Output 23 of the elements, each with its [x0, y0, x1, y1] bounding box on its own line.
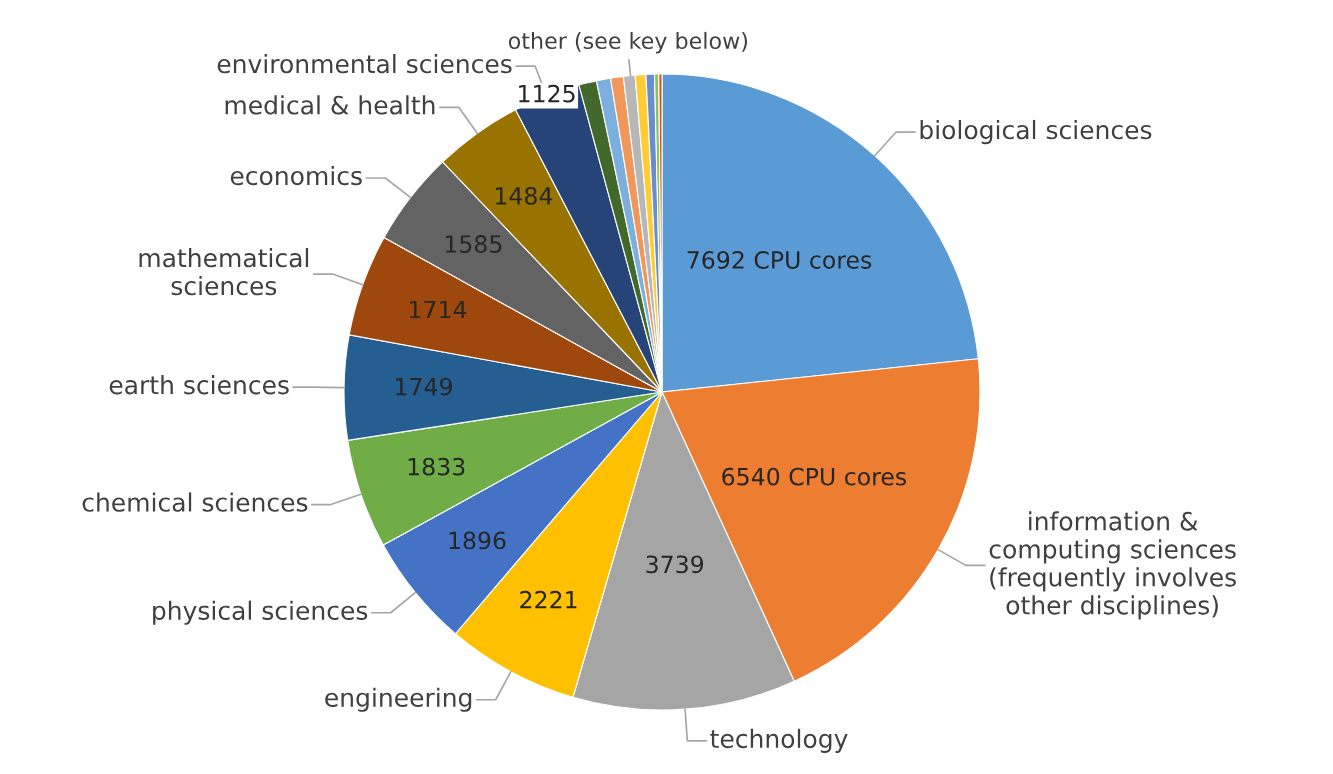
data-label: 2221 [520, 590, 577, 609]
data-label: 1585 [445, 235, 502, 253]
slice-label: physical sciences [153, 600, 368, 625]
slice-label: medical & health [225, 95, 435, 115]
slice-label: earth sciences [109, 375, 289, 395]
slice-label: information & computing sciences (frequently involves other disciplines) [989, 511, 1236, 620]
data-label: 1125 [519, 84, 575, 103]
data-label: 1749 [396, 377, 452, 396]
slice-label: economics [230, 165, 362, 186]
data-label: 1714 [410, 300, 467, 319]
text: other (see key below) [508, 31, 748, 54]
slice-label: mathematical sciences [139, 247, 309, 296]
data-label: 3739 [646, 555, 704, 574]
data-label: 1833 [408, 457, 465, 476]
data-label: 1896 [449, 531, 506, 550]
slice-label: engineering [325, 687, 472, 712]
slice-label: biological sciences [920, 119, 1152, 145]
data-label: 1484 [495, 186, 553, 205]
slice-label: chemical sciences [82, 492, 308, 512]
slice-label: technology [710, 728, 848, 753]
data-label: 6540 CPU cores [722, 467, 907, 486]
data-label: 7692 CPU cores [687, 251, 872, 269]
slice-label: environmental sciences [217, 53, 512, 74]
